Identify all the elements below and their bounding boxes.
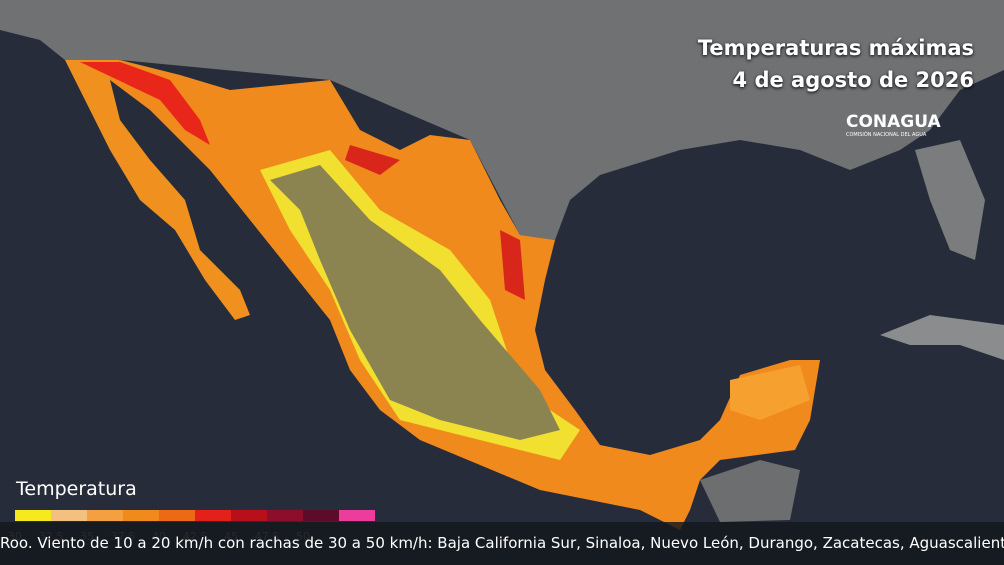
- hot-zone: [500, 230, 525, 300]
- logo-subtitle: COMISIÓN NACIONAL DEL AGUA: [846, 132, 927, 138]
- legend-title: Temperatura: [16, 478, 137, 500]
- logo-name: CONAGUA: [846, 112, 941, 132]
- swatch: [123, 510, 159, 521]
- cuba: [880, 315, 1004, 360]
- florida: [915, 140, 985, 260]
- date: 4 de agosto de 2026: [732, 68, 974, 92]
- swatch: [303, 510, 339, 521]
- swatch: [231, 510, 267, 521]
- swatch: [51, 510, 87, 521]
- land-north: [0, 0, 1004, 240]
- logo: CONAGUA COMISIÓN NACIONAL DEL AGUA: [816, 112, 941, 138]
- hot-zone: [80, 62, 210, 145]
- swatch: [339, 510, 375, 521]
- hot-zone: [345, 145, 400, 175]
- swatch: [267, 510, 303, 521]
- legend-swatches: [15, 510, 375, 521]
- swatch: [195, 510, 231, 521]
- swatch: [15, 510, 51, 521]
- baja-california: [65, 60, 250, 320]
- ticker: Roo. Viento de 10 a 20 km/h con rachas d…: [0, 522, 1004, 565]
- title: Temperaturas máximas: [697, 36, 974, 60]
- highlands: [270, 165, 560, 440]
- yucatan: [730, 365, 810, 420]
- swatch: [87, 510, 123, 521]
- central-america: [700, 460, 800, 522]
- swatch: [159, 510, 195, 521]
